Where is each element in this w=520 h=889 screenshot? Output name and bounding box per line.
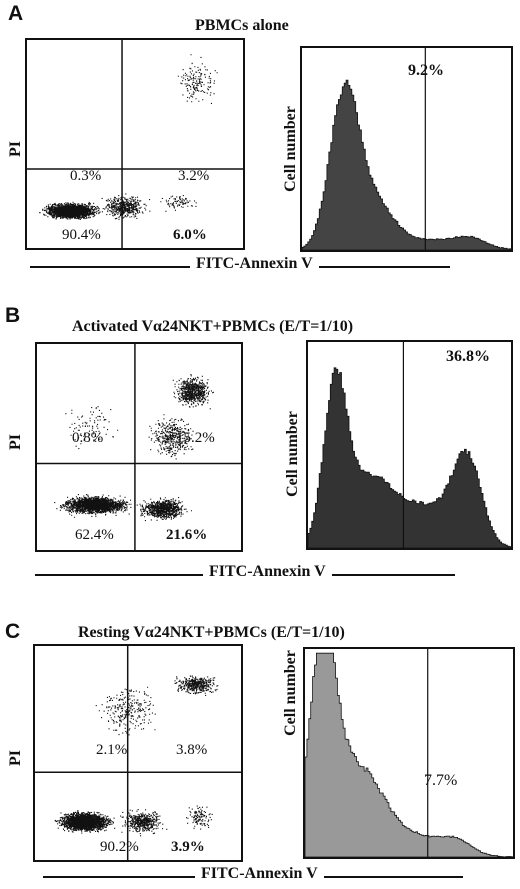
quadrant-upper-right: 3.8% — [176, 742, 208, 758]
histogram-canvas — [308, 342, 511, 548]
panel-title: Activated Vα24NKT+PBMCs (E/T=1/10) — [72, 318, 354, 335]
x-axis-label: FITC-Annexin V — [203, 563, 332, 581]
dot-plot-events — [54, 675, 219, 837]
quadrant-lower-left: 90.2% — [100, 839, 139, 855]
histogram-canvas — [305, 649, 513, 857]
panel-b: B Activated Vα24NKT+PBMCs (E/T=1/10) PI … — [0, 300, 520, 590]
quadrant-lower-right: 21.6% — [166, 527, 208, 543]
histogram-y-label: Cell number — [282, 650, 299, 736]
x-axis-label: FITC-Annexin V — [195, 865, 324, 883]
quadrant-upper-right: 3.2% — [178, 168, 210, 184]
quadrant-lower-right: 3.9% — [171, 839, 205, 855]
quadrant-upper-left: 2.1% — [96, 742, 128, 758]
histogram-canvas — [302, 48, 511, 250]
quadrant-lower-right: 6.0% — [173, 227, 207, 243]
panel-a: A PBMCs alone PI 0.3% 3.2% 90.4% 6.0% Ce… — [0, 0, 520, 280]
dot-plot-canvas — [27, 40, 243, 248]
quadrant-lower-left: 90.4% — [62, 227, 101, 243]
quadrant-upper-left: 0.8% — [72, 430, 104, 446]
histogram-gate-percent: 9.2% — [408, 62, 444, 79]
dot-plot-y-label: PI — [7, 434, 24, 450]
histogram — [300, 46, 513, 252]
dot-plot-canvas — [35, 646, 241, 860]
histogram-gate-percent: 36.8% — [446, 348, 490, 365]
dot-plot-y-label: PI — [7, 141, 24, 157]
dot-plot-events — [39, 54, 218, 221]
dot-plot — [33, 644, 243, 862]
quadrant-upper-right: 15.2% — [176, 430, 215, 446]
histogram-area — [302, 79, 511, 250]
quadrant-upper-left: 0.3% — [70, 168, 102, 184]
dot-plot-y-label: PI — [7, 750, 24, 766]
histogram-area — [305, 652, 513, 857]
panel-title: PBMCs alone — [195, 17, 289, 34]
histogram-y-label: Cell number — [282, 106, 299, 192]
histogram-gate-percent: 7.7% — [424, 772, 458, 789]
panel-letter: B — [5, 304, 21, 327]
histogram — [303, 647, 515, 859]
dot-plot-events — [54, 374, 215, 522]
dot-plot — [25, 38, 245, 250]
panel-c: C Resting Vα24NKT+PBMCs (E/T=1/10) PI 2.… — [0, 614, 520, 889]
histogram — [306, 340, 513, 550]
quadrant-lower-left: 62.4% — [75, 527, 114, 543]
panel-letter: A — [8, 2, 24, 25]
panel-title: Resting Vα24NKT+PBMCs (E/T=1/10) — [78, 624, 345, 641]
panel-letter: C — [5, 620, 21, 643]
dot-plot — [35, 342, 243, 552]
histogram-y-label: Cell number — [284, 411, 301, 497]
x-axis-label: FITC-Annexin V — [190, 255, 319, 273]
histogram-area — [308, 367, 511, 548]
dot-plot-canvas — [37, 344, 241, 550]
